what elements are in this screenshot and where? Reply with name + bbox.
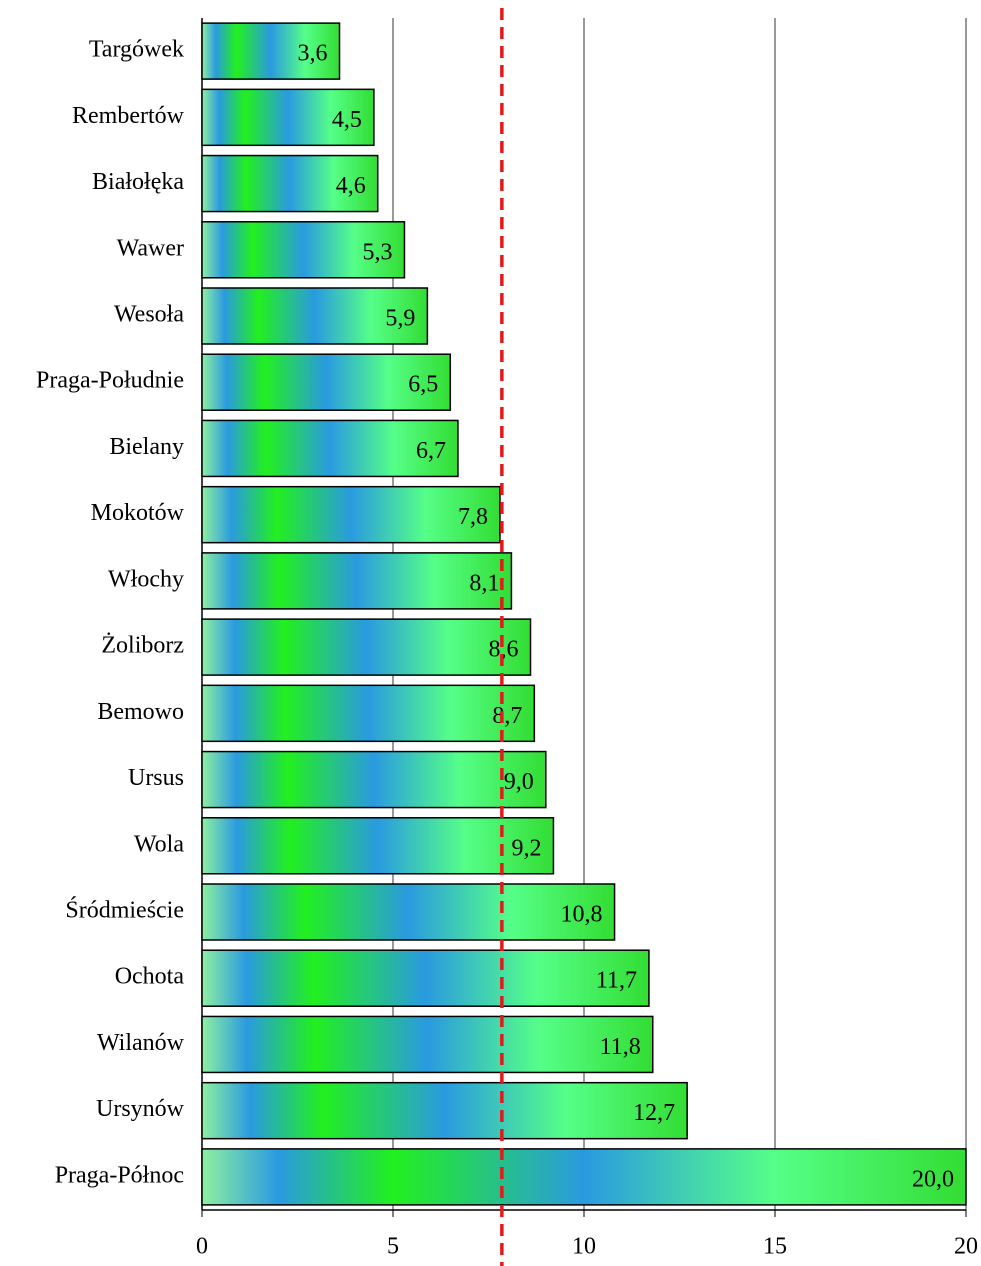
data-label: 20,0 [912, 1166, 954, 1192]
y-tick-label: Mokotów [91, 500, 185, 526]
data-label: 9,2 [511, 835, 541, 861]
x-tick-label: 10 [572, 1234, 596, 1260]
bar [201, 1081, 688, 1140]
data-label: 8,7 [492, 703, 522, 729]
y-tick-label: Praga-Północ [55, 1162, 184, 1188]
bar [201, 22, 341, 80]
bar [201, 1015, 654, 1074]
data-label: 6,5 [408, 372, 438, 398]
y-tick-label: Bemowo [97, 699, 184, 725]
y-tick-label: Wilanów [97, 1030, 185, 1056]
y-tick-label: Wola [134, 831, 184, 857]
y-tick-label: Bielany [109, 434, 184, 460]
bar [201, 750, 547, 809]
bar [201, 684, 536, 743]
y-tick-label: Włochy [108, 566, 184, 592]
x-tick-label: 5 [387, 1234, 399, 1260]
data-label: 4,6 [336, 173, 366, 199]
y-tick-label: Ursynów [96, 1096, 185, 1122]
y-tick-label: Targówek [89, 37, 184, 63]
y-tick-label: Wesoła [114, 302, 184, 328]
y-tick-label: Ochota [115, 964, 185, 990]
bar [201, 353, 452, 411]
bar [201, 419, 459, 478]
y-tick-label: Ursus [128, 765, 184, 791]
bar [201, 949, 650, 1007]
bar [201, 552, 513, 610]
data-label: 5,3 [362, 239, 392, 265]
data-label: 7,8 [458, 504, 488, 530]
bar [201, 287, 429, 345]
x-tick-label: 0 [196, 1234, 208, 1260]
y-tick-label: Wawer [117, 235, 184, 261]
data-label: 6,7 [416, 438, 446, 464]
y-tick-label: Rembertów [72, 103, 185, 129]
bar [201, 817, 555, 875]
data-label: 3,6 [298, 41, 328, 67]
bar [201, 618, 532, 676]
y-tick-label: Białołęka [92, 169, 184, 195]
data-label: 11,7 [596, 968, 637, 994]
bar [201, 221, 406, 279]
data-label: 5,9 [385, 306, 415, 332]
bar [201, 88, 375, 147]
bar [201, 485, 501, 544]
data-label: 9,0 [504, 769, 534, 795]
y-tick-label: Praga-Południe [36, 368, 184, 394]
data-label: 11,8 [600, 1034, 641, 1060]
bar [201, 883, 616, 941]
bar [201, 1148, 967, 1206]
data-label: 8,1 [469, 570, 499, 596]
x-tick-label: 20 [954, 1234, 978, 1260]
y-tick-label: Żoliborz [101, 633, 184, 659]
bar [201, 154, 379, 213]
data-label: 4,5 [332, 107, 362, 133]
data-label: 12,7 [633, 1100, 675, 1126]
y-tick-label: Śródmieście [65, 897, 184, 924]
data-label: 10,8 [561, 902, 603, 928]
x-tick-label: 15 [763, 1234, 787, 1260]
